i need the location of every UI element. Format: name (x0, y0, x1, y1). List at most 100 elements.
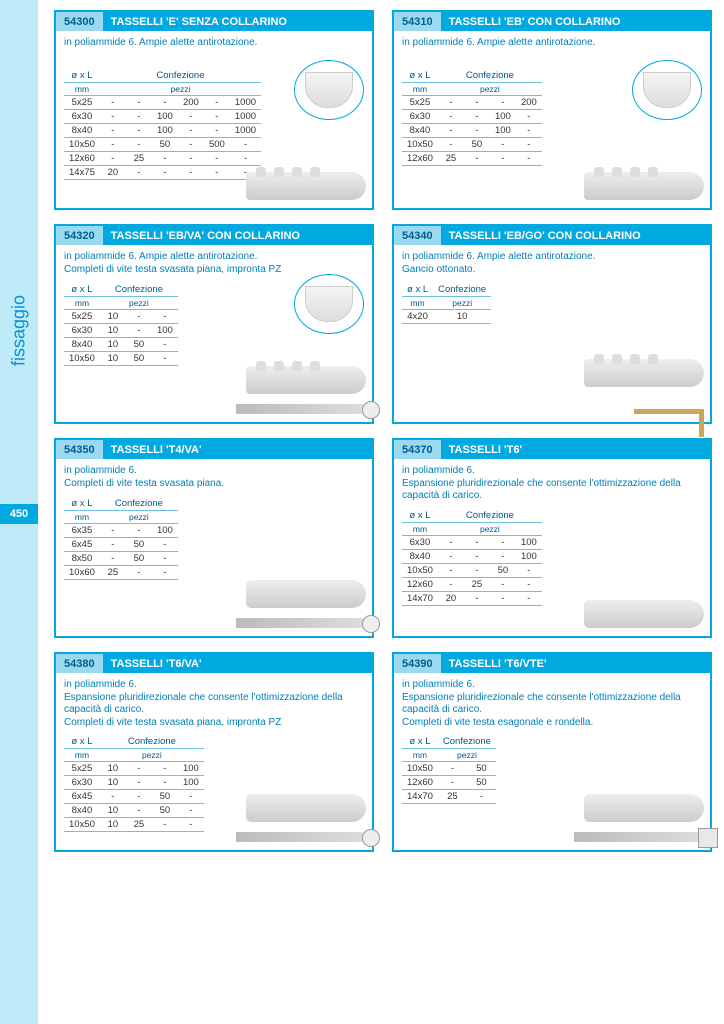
cell-value: - (204, 124, 230, 138)
table-row: 14x7025- (402, 790, 496, 804)
cell-value: - (516, 577, 542, 591)
col-pack-unit: pezzi (100, 297, 178, 310)
table-row: 6x30---100 (402, 535, 542, 549)
hook-illustration (634, 409, 704, 414)
plug-illustration (246, 172, 366, 200)
table-row: 8x40---100 (402, 549, 542, 563)
cell-size: 6x35 (64, 524, 100, 538)
cell-value: - (126, 96, 152, 110)
cell-size: 10x50 (64, 818, 100, 832)
table-row: 12x60-25-- (402, 577, 542, 591)
cell-size: 10x50 (402, 138, 438, 152)
cell-size: 10x50 (64, 138, 100, 152)
cell-value: - (438, 110, 464, 124)
spec-table: ø x LConfezionemmpezzi10x50-5012x60-5014… (402, 735, 496, 804)
col-pack: Confezione (100, 283, 178, 297)
cell-value: - (152, 762, 178, 776)
product-illustrations (236, 366, 366, 414)
cell-value: 100 (152, 524, 178, 538)
plug-illustration (584, 172, 704, 200)
product-title: TASSELLI 'T6/VA' (103, 654, 210, 673)
plug-illustration (246, 366, 366, 394)
cell-value: - (126, 310, 152, 324)
cell-size: 6x30 (402, 110, 438, 124)
bowl-illustration (294, 274, 364, 334)
cell-value: 200 (178, 96, 204, 110)
cell-value: - (126, 124, 152, 138)
col-size: ø x L (402, 509, 438, 523)
col-pack-unit: pezzi (100, 83, 261, 96)
table-row: 10x50-50-- (402, 138, 542, 152)
product-title: TASSELLI 'EB/VA' CON COLLARINO (103, 226, 308, 245)
cell-size: 5x25 (64, 310, 100, 324)
table-row: 6x45--50- (64, 790, 204, 804)
spec-table: ø x LConfezionemmpezzi5x25---200-10006x3… (64, 69, 261, 180)
col-size: ø x L (402, 735, 438, 749)
cell-value: - (516, 591, 542, 605)
col-pack-unit: pezzi (433, 297, 491, 310)
cell-size: 5x25 (402, 96, 438, 110)
product-illustrations (584, 359, 704, 414)
cell-value: - (100, 552, 126, 566)
col-size-unit: mm (402, 522, 438, 535)
cell-size: 8x40 (64, 338, 100, 352)
cell-value: 25 (126, 818, 152, 832)
cell-value: - (178, 818, 204, 832)
spec-table: ø x LConfezionemmpezzi5x25---2006x30--10… (402, 69, 542, 166)
product-code: 54340 (394, 226, 441, 245)
col-size-unit: mm (64, 511, 100, 524)
cell-value: 100 (516, 549, 542, 563)
product-code: 54370 (394, 440, 441, 459)
cell-value: - (126, 138, 152, 152)
table-row: 5x25---200-1000 (64, 96, 261, 110)
cell-value: 25 (464, 577, 490, 591)
cell-value: - (100, 524, 126, 538)
card-header: 54390TASSELLI 'T6/VTE' (394, 654, 710, 673)
spec-table: ø x LConfezionemmpezzi6x30---1008x40---1… (402, 509, 542, 606)
cell-value: 50 (152, 138, 178, 152)
cell-size: 12x60 (402, 776, 438, 790)
cell-size: 12x60 (402, 152, 438, 166)
card-body: in poliammide 6.Espansione pluridirezion… (394, 459, 710, 614)
product-description: in poliammide 6. Ampie alette antirotazi… (402, 37, 702, 63)
cell-value: - (516, 110, 542, 124)
table-row: 6x45-50- (64, 538, 178, 552)
col-size-unit: mm (402, 83, 438, 96)
col-pack: Confezione (438, 735, 496, 749)
cell-value: - (438, 96, 464, 110)
col-size: ø x L (64, 69, 100, 83)
cell-value: 200 (516, 96, 542, 110)
cell-value: 25 (126, 152, 152, 166)
cell-value: 25 (438, 152, 464, 166)
cell-value: - (490, 549, 516, 563)
product-code: 54320 (56, 226, 103, 245)
cell-value: 10 (100, 324, 126, 338)
cell-value: - (152, 310, 178, 324)
cell-value: - (438, 138, 464, 152)
cell-value: 10 (100, 762, 126, 776)
card-header: 54350TASSELLI 'T4/VA' (56, 440, 372, 459)
cell-value: 1000 (230, 124, 261, 138)
table-row: 8x50-50- (64, 552, 178, 566)
table-row: 12x60-25---- (64, 152, 261, 166)
cell-size: 6x30 (64, 324, 100, 338)
cell-value: 10 (100, 338, 126, 352)
product-code: 54350 (56, 440, 103, 459)
table-row: 8x40--100--1000 (64, 124, 261, 138)
cell-value: - (490, 591, 516, 605)
col-size: ø x L (402, 69, 438, 83)
cell-size: 14x70 (402, 790, 438, 804)
cell-value: 1000 (230, 110, 261, 124)
cell-value: - (490, 138, 516, 152)
page-number: 450 (0, 504, 38, 524)
plug-illustration (584, 794, 704, 822)
cell-value: - (152, 552, 178, 566)
cell-value: - (490, 96, 516, 110)
cell-value: - (152, 96, 178, 110)
cell-value: 50 (126, 338, 152, 352)
col-pack: Confezione (100, 497, 178, 511)
cell-value: 100 (178, 762, 204, 776)
cell-value: - (490, 152, 516, 166)
cell-value: - (100, 538, 126, 552)
bowl-illustration (632, 60, 702, 120)
